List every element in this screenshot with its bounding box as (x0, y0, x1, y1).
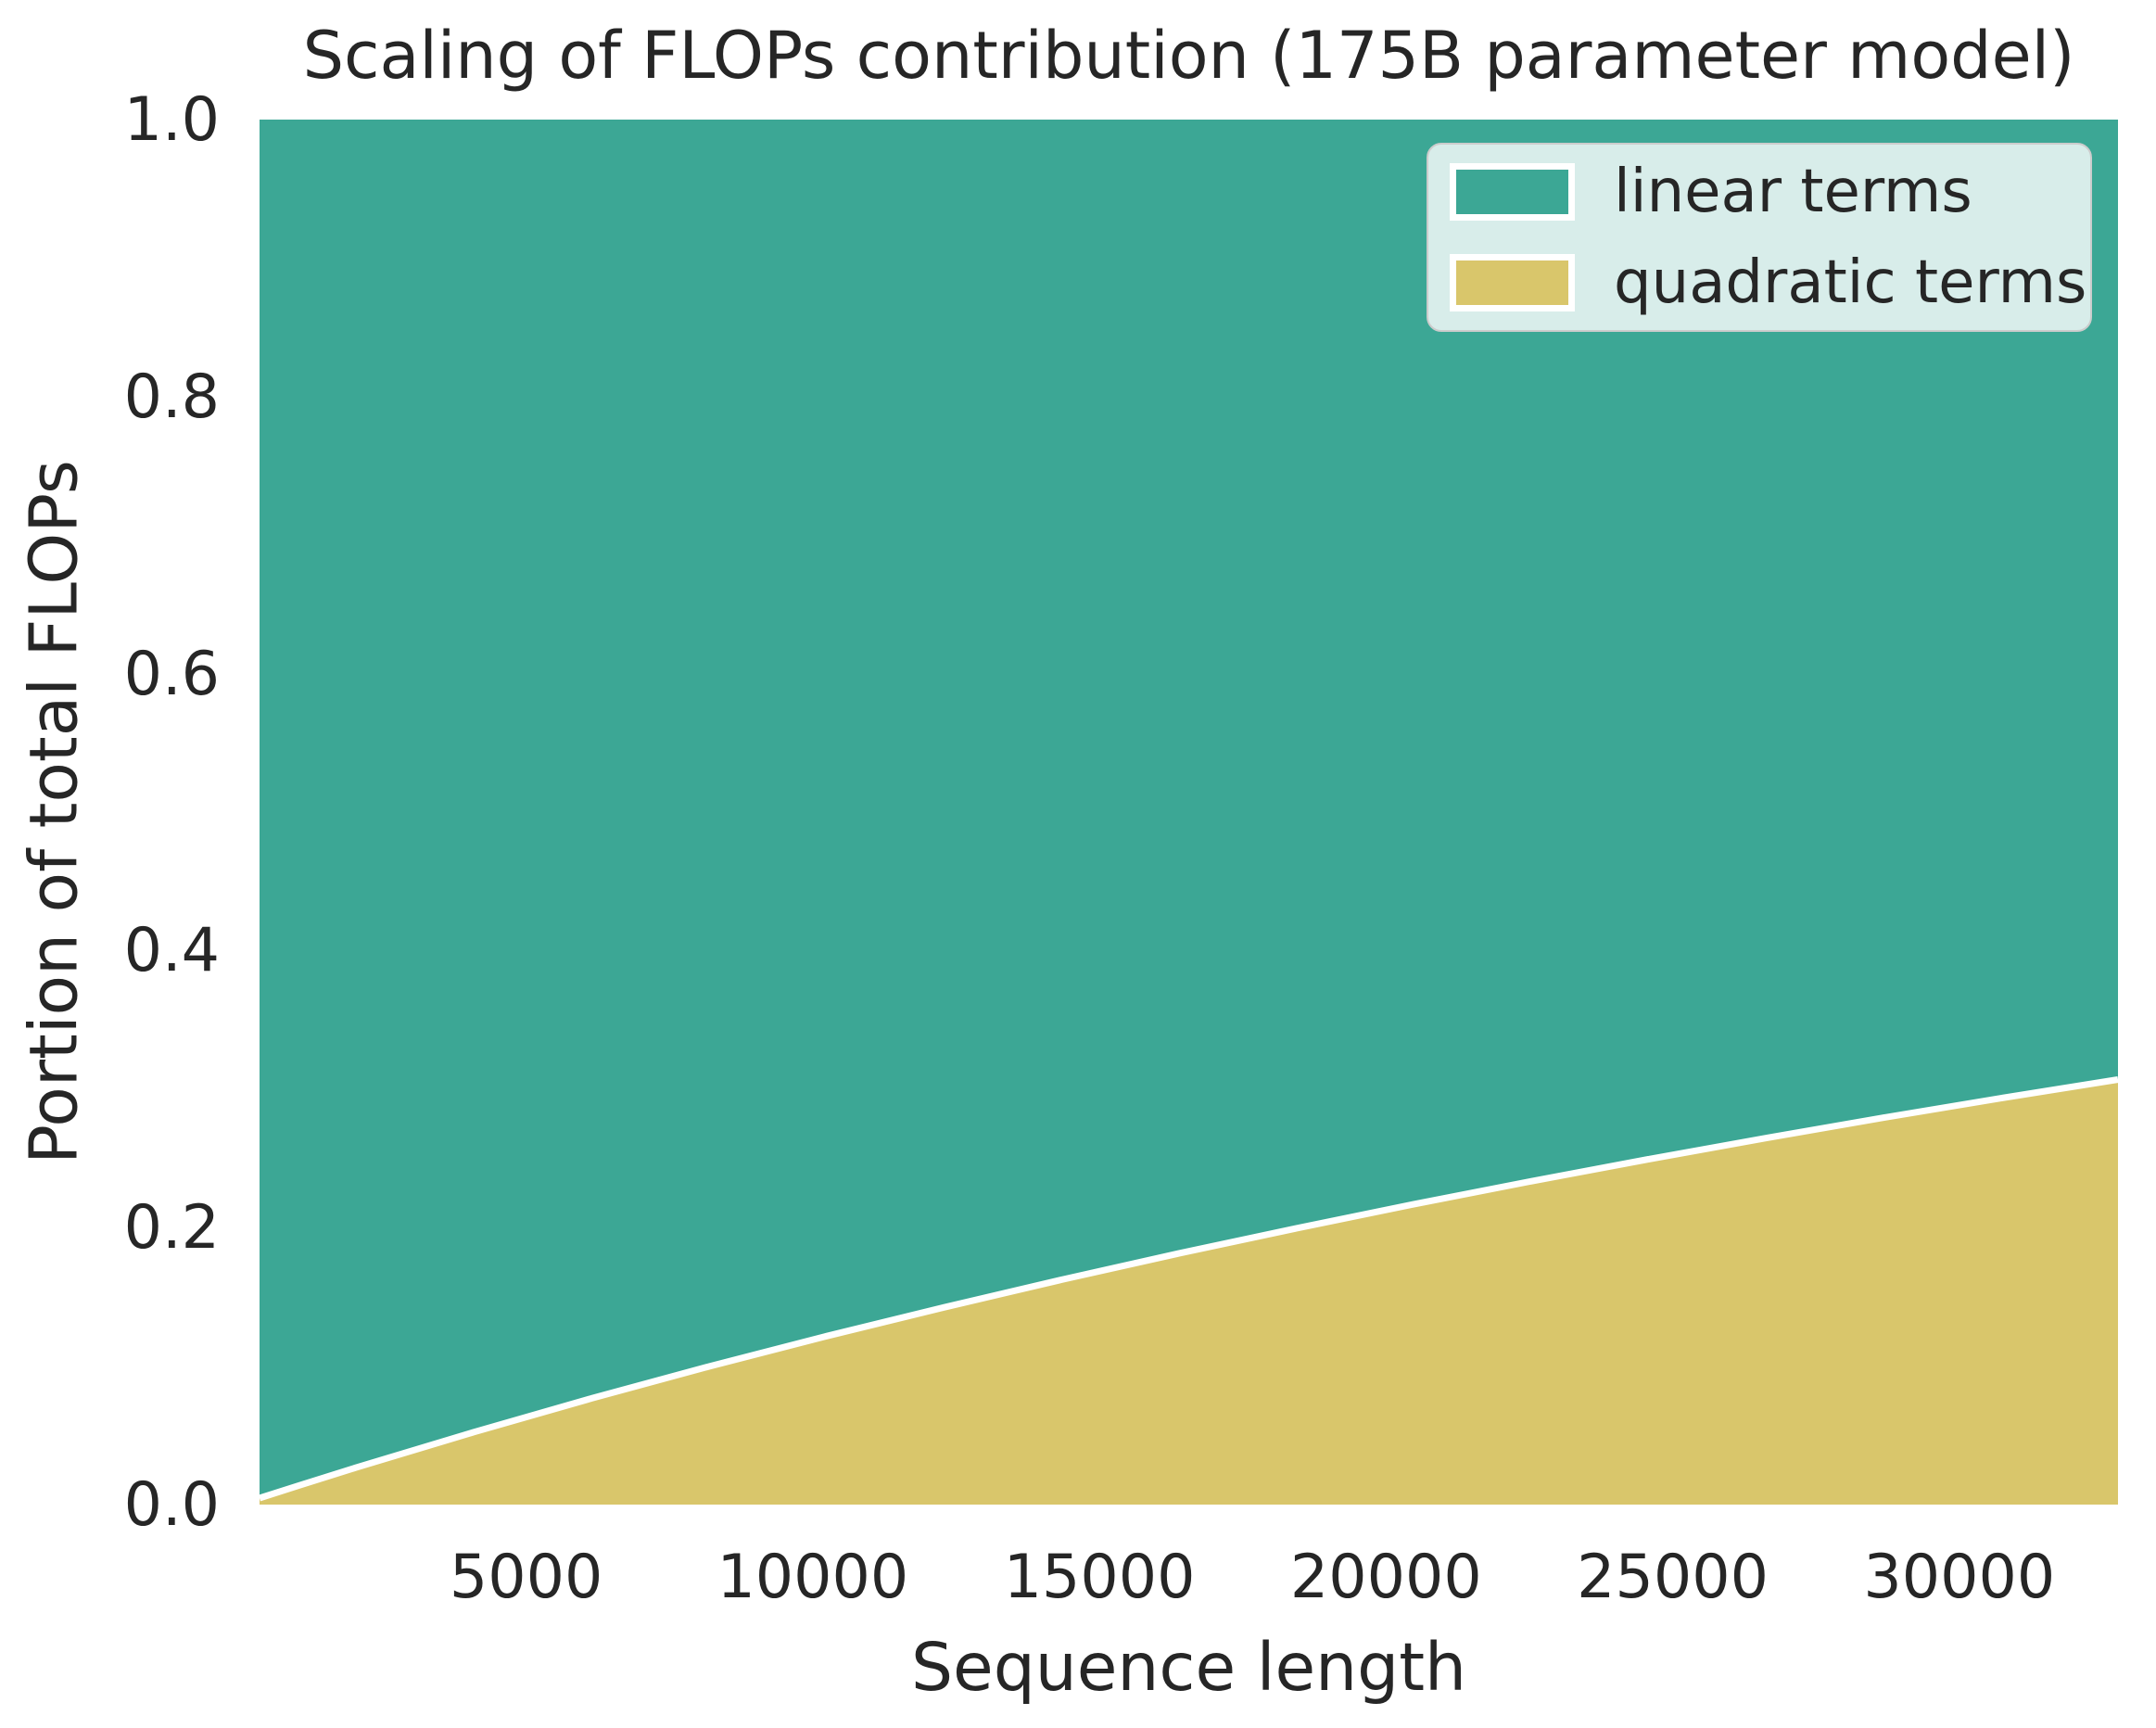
y-tick-label-0.2: 0.2 (123, 1193, 220, 1264)
x-tick-label-15000: 15000 (1003, 1543, 1196, 1612)
x-tick-label-5000: 5000 (449, 1543, 603, 1612)
legend: linear terms quadratic terms (1427, 143, 2092, 332)
legend-item-linear-terms: linear terms (1450, 162, 2090, 222)
x-tick-label-10000: 10000 (717, 1543, 909, 1612)
y-tick-label-0.6: 0.6 (123, 639, 220, 709)
legend-label-quadratic-terms: quadratic terms (1614, 248, 2087, 317)
series-separator-line (258, 1076, 2119, 1502)
legend-item-quadratic-terms: quadratic terms (1450, 253, 2090, 312)
chart-title: Scaling of FLOPs contribution (175B para… (302, 18, 2075, 94)
area-quadratic-terms (260, 1079, 2118, 1505)
y-axis-label: Portion of total FLOPs (15, 460, 93, 1164)
legend-swatch-linear-terms (1450, 163, 1575, 221)
legend-label-linear-terms: linear terms (1614, 158, 1972, 226)
y-tick-label-0.4: 0.4 (123, 916, 220, 986)
x-axis-label: Sequence length (910, 1629, 1467, 1706)
y-tick-label-0.8: 0.8 (123, 362, 220, 432)
y-tick-label-0.0: 0.0 (123, 1470, 220, 1540)
y-tick-label-1.0: 1.0 (123, 85, 220, 155)
x-tick-label-30000: 30000 (1863, 1543, 2056, 1612)
x-tick-label-20000: 20000 (1289, 1543, 1482, 1612)
legend-swatch-quadratic-terms (1450, 254, 1575, 311)
x-tick-label-25000: 25000 (1577, 1543, 1769, 1612)
